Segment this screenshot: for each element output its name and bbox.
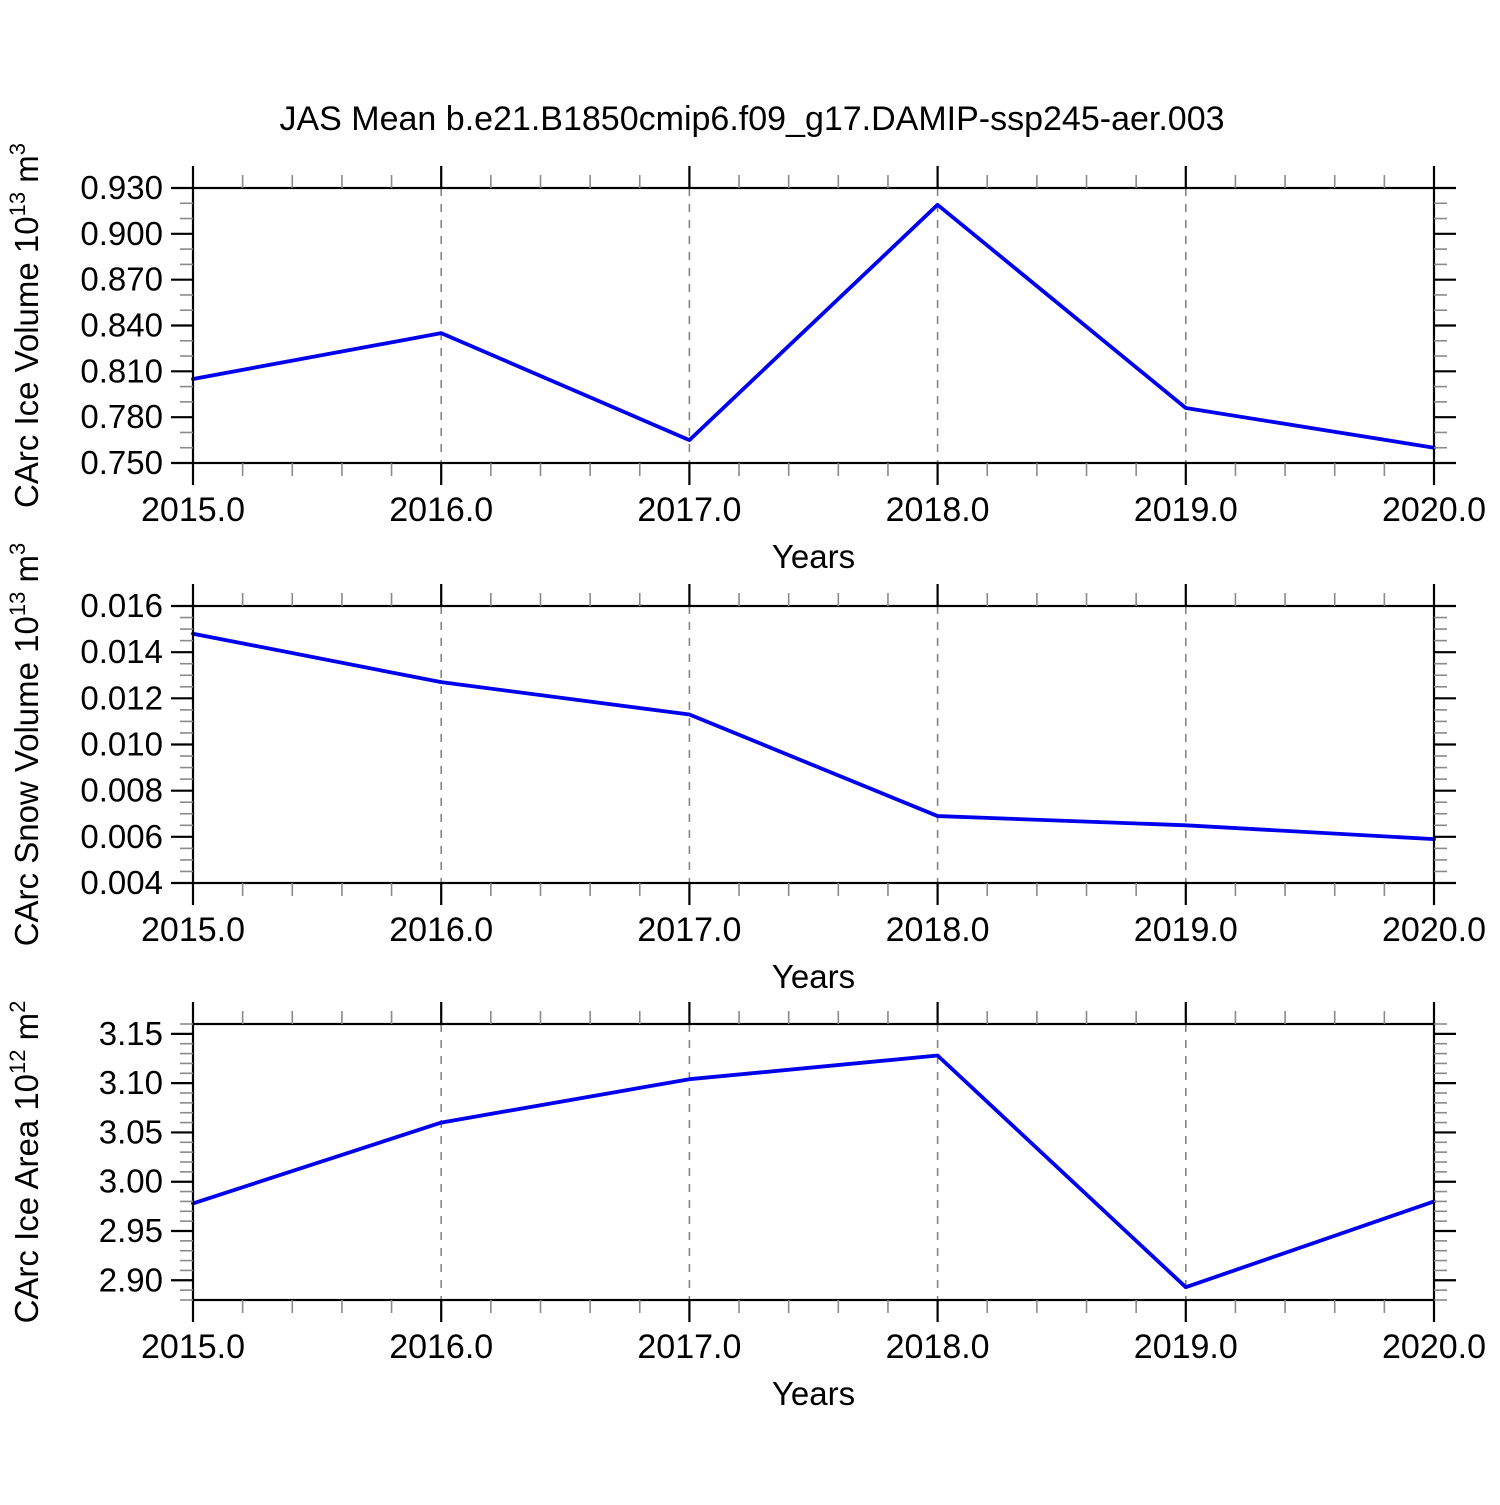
x-tick-label: 2018.0 <box>886 1328 990 1366</box>
ice-volume-line <box>191 202 1436 450</box>
x-tick-label: 2020.0 <box>1382 1328 1486 1366</box>
x-tick-label: 2018.0 <box>886 911 990 949</box>
x-tick-label: 2020.0 <box>1382 911 1486 949</box>
y-axis-title: CArc Snow Volume 1013 m3 <box>5 543 45 947</box>
chart-title: JAS Mean b.e21.B1850cmip6.f09_g17.DAMIP-… <box>279 100 1224 138</box>
panel-ice-area: 2015.0 2016.0 2017.0 2018.0 2019.0 2020.0 2.90… <box>5 1001 1486 1412</box>
y-tick-label: 3.10 <box>99 1064 163 1101</box>
y-tick-label: 0.900 <box>80 215 163 252</box>
x-tick-label: 2019.0 <box>1134 491 1238 529</box>
x-tick-label: 2016.0 <box>389 1328 493 1366</box>
x-tick-label: 2015.0 <box>141 491 245 529</box>
y-tick-label: 2.90 <box>99 1261 163 1298</box>
x-tick-label: 2019.0 <box>1134 1328 1238 1366</box>
y-tick-label: 2.95 <box>99 1212 163 1249</box>
x-axis-title: Years <box>772 1375 855 1412</box>
x-tick-label: 2018.0 <box>886 491 990 529</box>
y-tick-label: 0.006 <box>80 818 163 855</box>
x-tick-label: 2017.0 <box>637 911 741 949</box>
panel-ice-volume: 2015.0 2016.0 2017.0 2018.0 2019.0 2020.0 0.75… <box>5 143 1486 575</box>
x-tick-label: 2015.0 <box>141 911 245 949</box>
y-tick-label: 3.15 <box>99 1015 163 1052</box>
plot-frame <box>191 186 1436 465</box>
y-tick-label: 0.008 <box>80 772 163 809</box>
y-tick-label: 0.930 <box>80 169 163 206</box>
snow-volume-line <box>191 631 1436 842</box>
x-tick-label: 2017.0 <box>637 1328 741 1366</box>
y-tick-label: 0.840 <box>80 307 163 344</box>
y-axis-title: CArc Ice Volume 1013 m3 <box>5 143 45 508</box>
panels-group: 2015.0 2016.0 2017.0 2018.0 2019.0 2020.0 0.75… <box>5 143 1486 1412</box>
y-tick-label: 0.004 <box>80 864 163 901</box>
y-tick-label: 0.810 <box>80 352 163 389</box>
x-axis-title: Years <box>772 538 855 575</box>
y-tick-label: 0.010 <box>80 726 163 763</box>
x-tick-label: 2019.0 <box>1134 911 1238 949</box>
panel-snow-volume: 2015.0 2016.0 2017.0 2018.0 2019.0 2020.0 0.00… <box>5 543 1486 995</box>
plot-frame <box>191 1022 1436 1302</box>
y-tick-label: 0.014 <box>80 633 163 670</box>
x-tick-label: 2015.0 <box>141 1328 245 1366</box>
x-tick-label: 2020.0 <box>1382 491 1486 529</box>
x-tick-label: 2017.0 <box>637 491 741 529</box>
y-tick-label: 0.780 <box>80 398 163 435</box>
x-tick-label: 2016.0 <box>389 911 493 949</box>
y-tick-label: 0.750 <box>80 444 163 481</box>
plot-frame <box>191 604 1436 885</box>
y-tick-label: 0.870 <box>80 261 163 298</box>
x-tick-label: 2016.0 <box>389 491 493 529</box>
y-tick-label: 3.00 <box>99 1163 163 1200</box>
ice-area-line <box>191 1053 1436 1290</box>
y-axis-title: CArc Ice Area 1012 m2 <box>5 1001 45 1324</box>
y-tick-label: 0.012 <box>80 679 163 716</box>
y-tick-label: 0.016 <box>80 587 163 624</box>
y-tick-label: 3.05 <box>99 1113 163 1150</box>
x-axis-title: Years <box>772 958 855 995</box>
